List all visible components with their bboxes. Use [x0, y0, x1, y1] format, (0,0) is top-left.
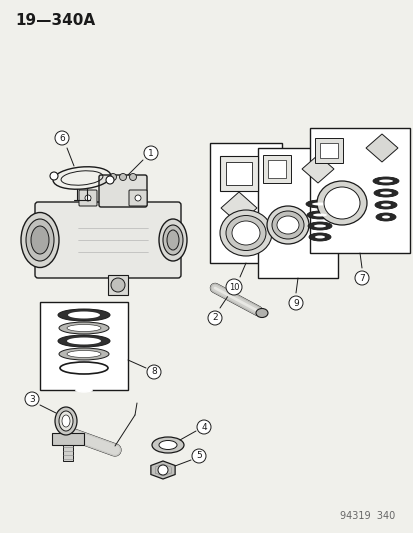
Ellipse shape	[58, 335, 110, 347]
Text: 8: 8	[151, 367, 157, 376]
Bar	[40, 302, 128, 390]
Ellipse shape	[323, 187, 359, 219]
Ellipse shape	[152, 437, 183, 453]
Polygon shape	[150, 461, 175, 479]
Ellipse shape	[316, 181, 366, 225]
Bar	[219, 156, 257, 191]
Bar	[63, 445, 73, 461]
Text: 5: 5	[196, 451, 202, 461]
Ellipse shape	[375, 213, 395, 221]
Text: 94319  340: 94319 340	[339, 511, 394, 521]
Bar	[257, 148, 337, 278]
Text: 10: 10	[228, 282, 239, 292]
Polygon shape	[221, 192, 256, 224]
Circle shape	[147, 365, 161, 379]
Bar	[52, 433, 84, 445]
Ellipse shape	[159, 219, 187, 261]
Ellipse shape	[225, 215, 266, 251]
Ellipse shape	[219, 210, 271, 256]
Ellipse shape	[31, 226, 49, 254]
Circle shape	[197, 420, 211, 434]
Ellipse shape	[312, 214, 326, 216]
Ellipse shape	[306, 211, 332, 219]
Ellipse shape	[305, 200, 333, 208]
Ellipse shape	[68, 311, 100, 319]
Bar	[262, 155, 290, 183]
Text: 7: 7	[358, 273, 364, 282]
Circle shape	[129, 174, 136, 181]
Ellipse shape	[59, 411, 73, 431]
Ellipse shape	[59, 348, 109, 360]
Circle shape	[85, 195, 91, 201]
Ellipse shape	[373, 189, 397, 197]
Ellipse shape	[163, 225, 183, 255]
Bar	[319, 143, 337, 158]
Circle shape	[119, 174, 126, 181]
Ellipse shape	[67, 325, 101, 332]
Ellipse shape	[67, 351, 101, 358]
Ellipse shape	[311, 203, 327, 206]
Ellipse shape	[21, 213, 59, 268]
Text: 2: 2	[212, 313, 217, 322]
Circle shape	[288, 296, 302, 310]
Wedge shape	[76, 384, 92, 392]
Circle shape	[135, 195, 141, 201]
Bar	[314, 138, 342, 163]
Ellipse shape	[381, 215, 389, 219]
Text: 3: 3	[29, 394, 35, 403]
Ellipse shape	[372, 177, 398, 185]
Ellipse shape	[374, 201, 396, 209]
Text: 19—340A: 19—340A	[15, 13, 95, 28]
Circle shape	[158, 465, 168, 475]
FancyBboxPatch shape	[129, 190, 147, 206]
Polygon shape	[365, 134, 397, 162]
Ellipse shape	[26, 219, 54, 261]
FancyBboxPatch shape	[79, 190, 97, 206]
Ellipse shape	[276, 216, 298, 234]
Bar	[267, 160, 285, 178]
Ellipse shape	[55, 407, 77, 435]
Circle shape	[225, 279, 242, 295]
Ellipse shape	[59, 322, 109, 334]
Bar	[209, 143, 281, 263]
Circle shape	[192, 449, 206, 463]
Ellipse shape	[67, 337, 101, 344]
Ellipse shape	[378, 180, 392, 182]
Circle shape	[354, 271, 368, 285]
Circle shape	[207, 311, 221, 325]
Circle shape	[111, 278, 125, 292]
Ellipse shape	[271, 211, 303, 239]
Ellipse shape	[255, 309, 267, 318]
Circle shape	[144, 146, 158, 160]
Circle shape	[50, 172, 58, 180]
Ellipse shape	[380, 204, 390, 206]
Text: 6: 6	[59, 133, 65, 142]
FancyBboxPatch shape	[99, 175, 147, 207]
Circle shape	[55, 131, 69, 145]
Bar	[108, 275, 128, 295]
Ellipse shape	[266, 206, 308, 244]
Ellipse shape	[308, 233, 330, 241]
Text: 9: 9	[292, 298, 298, 308]
Polygon shape	[301, 155, 333, 183]
Ellipse shape	[231, 221, 259, 245]
Ellipse shape	[307, 222, 331, 230]
Ellipse shape	[379, 191, 391, 195]
Bar	[309, 128, 409, 253]
Ellipse shape	[62, 415, 70, 427]
Ellipse shape	[314, 236, 324, 238]
FancyBboxPatch shape	[35, 202, 180, 278]
Ellipse shape	[166, 230, 178, 250]
Text: 1: 1	[148, 149, 154, 157]
Circle shape	[25, 392, 39, 406]
Ellipse shape	[313, 224, 325, 228]
Text: 4: 4	[201, 423, 206, 432]
Circle shape	[109, 174, 116, 181]
Circle shape	[106, 176, 114, 184]
Bar	[225, 162, 252, 185]
Ellipse shape	[159, 440, 177, 449]
Ellipse shape	[58, 309, 110, 321]
